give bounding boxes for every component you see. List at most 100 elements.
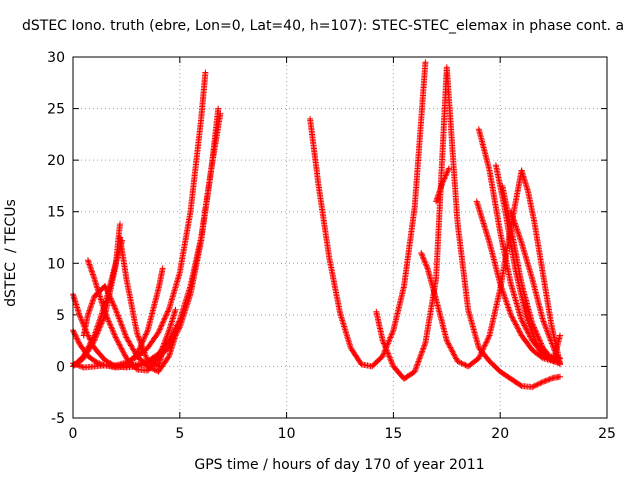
- y-tick-label: 10: [47, 256, 65, 272]
- data-point-sample: [512, 320, 519, 327]
- data-point-sample: [416, 357, 422, 363]
- data-point-sample: [135, 333, 142, 340]
- data-point-sample: [538, 379, 545, 386]
- data-point-sample: [164, 308, 171, 315]
- data-point-sample: [73, 334, 80, 340]
- data-point: [159, 265, 166, 272]
- data-point: [159, 348, 166, 354]
- data-point-sample: [481, 343, 488, 350]
- data-point: [102, 283, 108, 289]
- data-point: [112, 334, 119, 341]
- data-point: [439, 179, 446, 186]
- data-point-sample: [105, 291, 112, 298]
- data-point-sample: [108, 324, 115, 331]
- data-point-sample: [457, 359, 464, 366]
- data-point-sample: [158, 323, 164, 330]
- series-18: [518, 167, 563, 367]
- data-point-sample: [420, 255, 427, 262]
- series-0: [70, 69, 209, 371]
- data-point-sample: [515, 327, 522, 333]
- data-point-sample: [517, 382, 524, 389]
- data-point-sample: [164, 331, 171, 338]
- data-point-sample: [420, 344, 427, 350]
- data-point-sample: [112, 305, 119, 312]
- data-point-sample: [380, 340, 387, 347]
- data-point-sample: [105, 290, 112, 296]
- data-point-sample: [445, 166, 452, 173]
- data-point-sample: [543, 377, 550, 384]
- data-point-sample: [515, 325, 521, 332]
- series-9: [307, 59, 429, 370]
- data-point-sample: [120, 349, 127, 356]
- data-point: [454, 358, 461, 365]
- data-point-sample: [386, 335, 393, 342]
- data-point-sample: [481, 342, 488, 349]
- data-point-sample: [524, 316, 531, 323]
- data-point-sample: [141, 335, 147, 342]
- y-axis-label: dSTEC / TECUs: [3, 199, 19, 307]
- data-point-sample: [156, 328, 163, 334]
- data-point-sample: [134, 349, 141, 356]
- data-point-sample: [478, 349, 485, 356]
- x-tick-label: 25: [598, 426, 616, 442]
- data-point-sample: [176, 325, 182, 332]
- data-point: [217, 110, 224, 117]
- data-point-sample: [85, 344, 91, 351]
- data-point-sample: [531, 324, 538, 331]
- data-point-sample: [521, 322, 528, 329]
- data-point-sample: [455, 358, 462, 365]
- y-tick-label: 20: [47, 153, 65, 169]
- data-point-sample: [114, 338, 121, 345]
- series-8: [108, 265, 166, 370]
- y-tick-label: 25: [47, 102, 65, 118]
- data-point-sample: [87, 340, 94, 347]
- data-point-sample: [136, 346, 142, 353]
- data-point-sample: [142, 331, 149, 338]
- data-point: [557, 373, 563, 380]
- data-point-sample: [103, 314, 110, 321]
- data-point-sample: [388, 357, 394, 364]
- data-point-sample: [517, 236, 524, 243]
- plot-frame: [72, 56, 608, 419]
- data-point: [518, 317, 525, 323]
- data-point-sample: [161, 315, 168, 322]
- data-point-sample: [140, 337, 147, 344]
- data-point-sample: [103, 287, 110, 294]
- y-tick-label: 15: [47, 205, 65, 221]
- data-point-sample: [118, 345, 125, 352]
- data-point-sample: [160, 318, 167, 325]
- data-point-sample: [461, 361, 468, 368]
- data-point-sample: [143, 330, 150, 337]
- x-tick-label: 15: [384, 426, 402, 442]
- data-point-sample: [144, 328, 151, 335]
- data-point-sample: [109, 298, 115, 305]
- data-point-sample: [450, 351, 457, 358]
- data-point-sample: [520, 319, 526, 326]
- data-point-sample: [120, 325, 126, 332]
- data-point-sample: [147, 359, 154, 366]
- data-point: [443, 337, 450, 344]
- data-point-sample: [530, 383, 537, 390]
- x-tick-label: 0: [69, 426, 78, 442]
- data-point-sample: [118, 321, 125, 328]
- data-point-sample: [534, 381, 541, 388]
- series-17: [507, 208, 563, 368]
- data-point: [529, 384, 536, 391]
- data-point: [445, 165, 452, 172]
- data-point-sample: [519, 318, 526, 325]
- data-point-sample: [72, 332, 79, 339]
- data-point-sample: [382, 343, 389, 350]
- data-point-sample: [165, 307, 172, 314]
- data-point-sample: [107, 295, 114, 302]
- data-point-sample: [447, 344, 454, 351]
- y-tick-label: -5: [51, 411, 65, 427]
- data-point-sample: [389, 330, 396, 337]
- data-point-sample: [483, 339, 490, 346]
- series-10: [373, 64, 563, 391]
- data-point-sample: [444, 169, 450, 176]
- data-point-sample: [150, 360, 157, 367]
- data-point-sample: [384, 349, 391, 356]
- data-point-sample: [484, 336, 491, 343]
- y-tick-label: 5: [56, 308, 65, 324]
- data-point-sample: [88, 338, 95, 344]
